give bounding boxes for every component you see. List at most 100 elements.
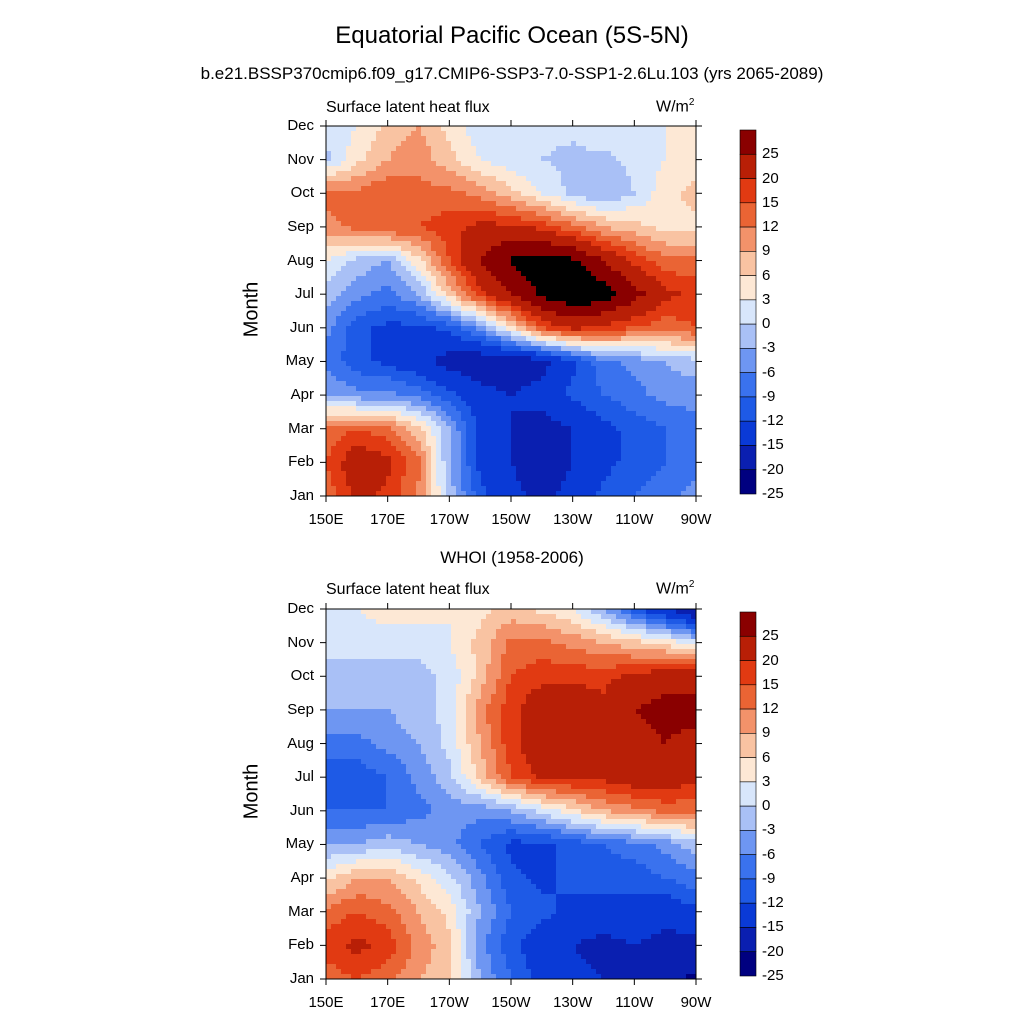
heatmap-cell: [416, 131, 422, 137]
heatmap-cell: [466, 146, 472, 152]
heatmap-cell: [501, 276, 507, 282]
heatmap-cell: [446, 161, 452, 167]
heatmap-cell: [436, 246, 442, 252]
heatmap-cell: [401, 321, 407, 327]
heatmap-cell: [381, 146, 387, 152]
heatmap-cell: [386, 126, 392, 132]
heatmap-cell: [401, 191, 407, 197]
heatmap-cell: [341, 401, 347, 407]
heatmap-cell: [361, 431, 367, 437]
heatmap-cell: [666, 241, 672, 247]
heatmap-cell: [566, 336, 572, 342]
heatmap-cell: [416, 441, 422, 447]
heatmap-cell: [371, 376, 377, 382]
heatmap-cell: [346, 156, 352, 162]
heatmap-cell: [396, 291, 402, 297]
heatmap-cell: [466, 436, 472, 442]
heatmap-cell: [591, 246, 597, 252]
heatmap-cell: [551, 396, 557, 402]
heatmap-cell: [536, 131, 542, 137]
heatmap-cell: [461, 361, 467, 367]
heatmap-cell: [676, 441, 682, 447]
heatmap-cell: [476, 151, 482, 157]
heatmap-cell: [426, 426, 432, 432]
heatmap-cell: [406, 216, 412, 222]
heatmap-cell: [636, 446, 642, 452]
heatmap-cell: [576, 401, 582, 407]
heatmap-cell: [521, 326, 527, 332]
heatmap-cell: [326, 361, 332, 367]
heatmap-cell: [346, 251, 352, 257]
heatmap-cell: [616, 136, 622, 142]
heatmap-cell: [491, 306, 497, 312]
heatmap-cell: [341, 416, 347, 422]
heatmap-cell: [651, 231, 657, 237]
heatmap-cell: [406, 226, 412, 232]
heatmap-cell: [681, 421, 687, 427]
heatmap-cell: [491, 351, 497, 357]
heatmap-cell: [376, 276, 382, 282]
heatmap-cell: [616, 151, 622, 157]
heatmap-cell: [606, 426, 612, 432]
heatmap-cell: [576, 311, 582, 317]
heatmap-cell: [606, 206, 612, 212]
heatmap-cell: [521, 171, 527, 177]
heatmap-cell: [596, 206, 602, 212]
heatmap-cell: [516, 331, 522, 337]
heatmap-cell: [651, 391, 657, 397]
heatmap-cell: [551, 341, 557, 347]
heatmap-cell: [661, 141, 667, 147]
heatmap-cell: [511, 426, 517, 432]
heatmap-cell: [371, 441, 377, 447]
heatmap-cell: [466, 411, 472, 417]
heatmap-cell: [511, 156, 517, 162]
heatmap-cell: [441, 171, 447, 177]
heatmap-cell: [431, 461, 437, 467]
heatmap-cell: [511, 396, 517, 402]
heatmap-cell: [561, 361, 567, 367]
heatmap-cell: [416, 146, 422, 152]
heatmap-cell: [441, 416, 447, 422]
heatmap-cell: [376, 266, 382, 272]
heatmap-cell: [506, 366, 512, 372]
heatmap-cell: [686, 386, 692, 392]
heatmap-cell: [611, 181, 617, 187]
heatmap-cell: [631, 291, 637, 297]
heatmap-cell: [491, 256, 497, 262]
heatmap-cell: [366, 381, 372, 387]
heatmap-cell: [461, 276, 467, 282]
heatmap-cell: [651, 186, 657, 192]
heatmap-cell: [476, 411, 482, 417]
heatmap-cell: [686, 291, 692, 297]
heatmap-cell: [361, 356, 367, 362]
heatmap-cell: [511, 151, 517, 157]
heatmap-cell: [536, 156, 542, 162]
heatmap-cell: [636, 231, 642, 237]
heatmap-cell: [391, 126, 397, 132]
heatmap-cell: [621, 156, 627, 162]
heatmap-cell: [566, 136, 572, 142]
heatmap-cell: [351, 211, 357, 217]
heatmap-cell: [331, 226, 337, 232]
heatmap-cell: [421, 146, 427, 152]
heatmap-cell: [561, 126, 567, 132]
heatmap-cell: [666, 246, 672, 252]
heatmap-cell: [506, 196, 512, 202]
heatmap-cell: [391, 416, 397, 422]
heatmap-cell: [511, 401, 517, 407]
heatmap-cell: [636, 291, 642, 297]
heatmap-cell: [681, 396, 687, 402]
heatmap-cell: [566, 241, 572, 247]
heatmap-cell: [671, 171, 677, 177]
heatmap-cell: [661, 361, 667, 367]
heatmap-cell: [441, 181, 447, 187]
heatmap-cell: [401, 136, 407, 142]
heatmap-cell: [666, 226, 672, 232]
heatmap-cell: [621, 216, 627, 222]
heatmap-cell: [556, 456, 562, 462]
heatmap-cell: [601, 296, 607, 302]
heatmap-cell: [621, 316, 627, 322]
heatmap-cell: [416, 446, 422, 452]
heatmap-cell: [366, 346, 372, 352]
heatmap-cell: [541, 136, 547, 142]
